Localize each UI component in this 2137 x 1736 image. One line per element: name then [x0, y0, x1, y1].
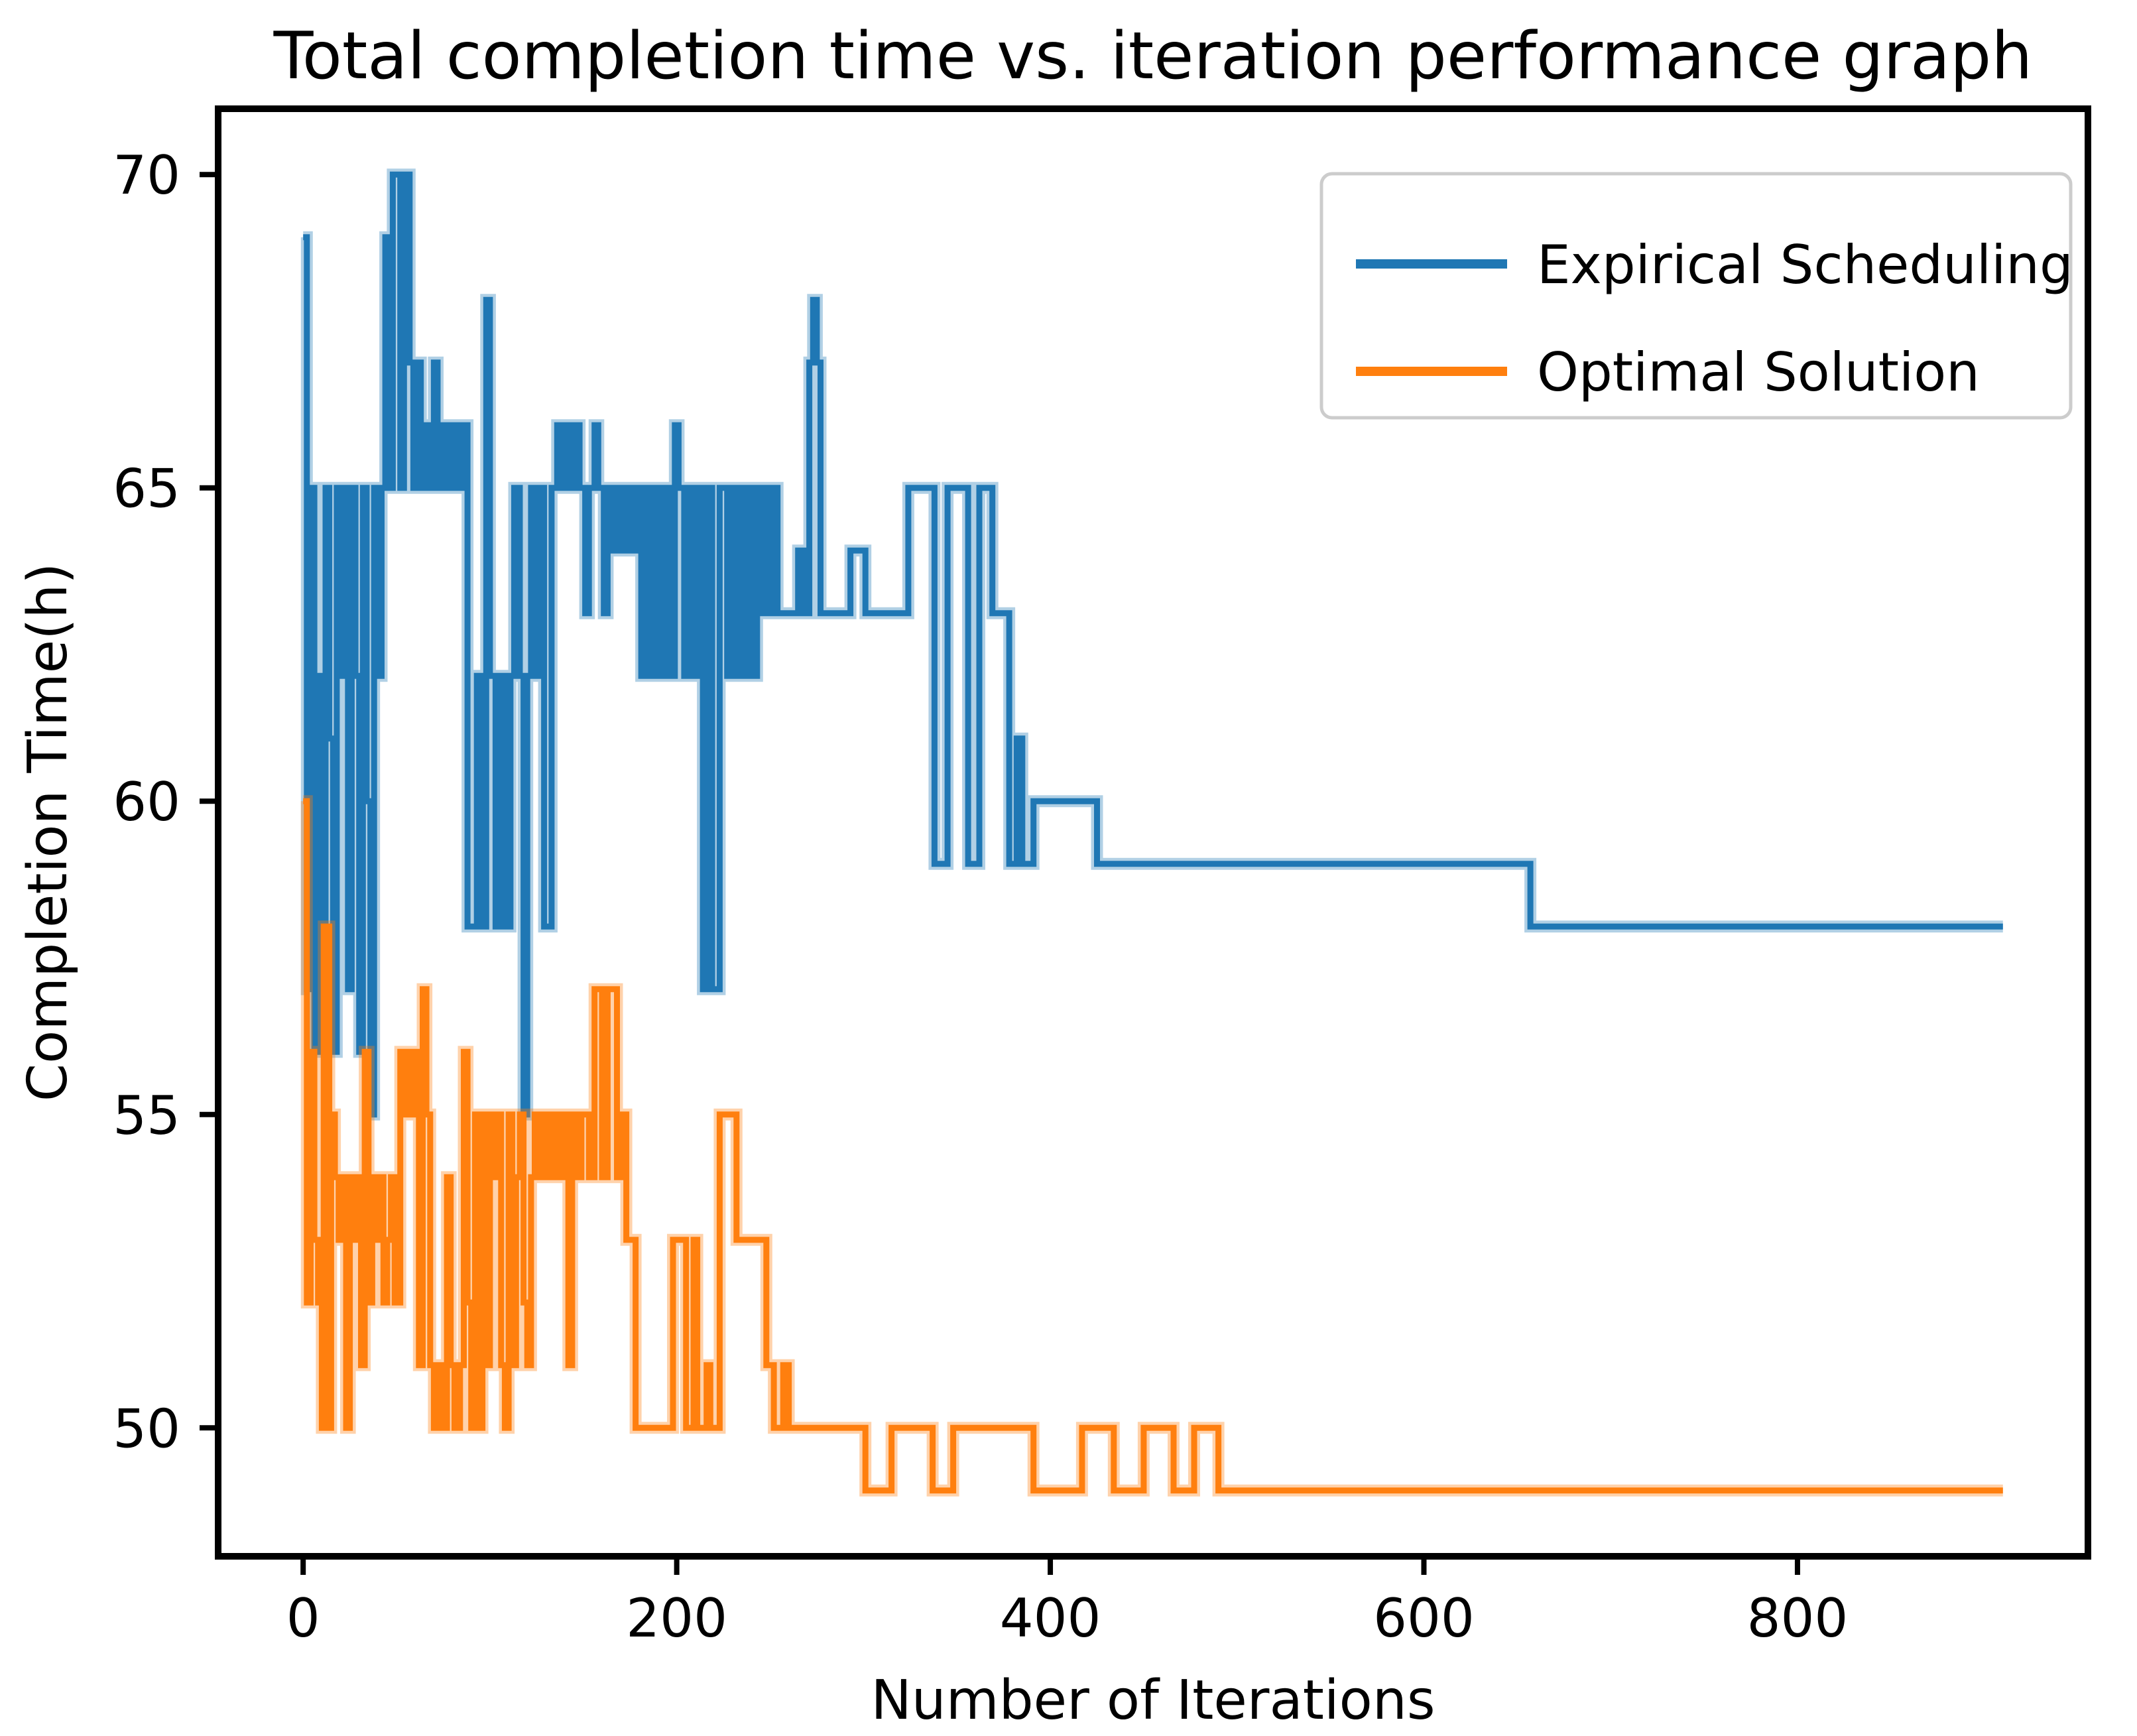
series-line-0	[303, 171, 2003, 1118]
y-axis-label: Completion Time(h)	[17, 563, 80, 1101]
y-tick-label: 70	[113, 145, 180, 206]
x-tick-label: 200	[626, 1587, 727, 1649]
chart-title: Total completion time vs. iteration perf…	[273, 19, 2033, 94]
legend: Expirical Scheduling Optimal Solution	[1319, 172, 2073, 420]
x-axis-label: Number of Iterations	[871, 1669, 1435, 1732]
data-series	[300, 168, 2003, 1497]
y-tick-label: 55	[113, 1085, 180, 1147]
x-tick-label: 600	[1373, 1587, 1475, 1649]
y-tick-label: 50	[113, 1398, 180, 1459]
legend-box	[1319, 172, 2073, 420]
x-tick-label: 400	[1000, 1587, 1101, 1649]
legend-label-expirical-scheduling: Expirical Scheduling	[1537, 234, 2073, 296]
y-tick-label: 60	[113, 771, 180, 833]
series-line-1	[303, 798, 2003, 1494]
x-tick-label: 0	[286, 1587, 320, 1649]
axes-spines	[215, 105, 2091, 1560]
legend-label-optimal-solution: Optimal Solution	[1537, 341, 1980, 403]
x-tick-label: 800	[1747, 1587, 1849, 1649]
y-axis-ticks: 50 55 60 65 70	[113, 145, 218, 1459]
x-axis-ticks: 0 200 400 600 800	[286, 1556, 1849, 1649]
y-tick-label: 65	[113, 458, 180, 520]
